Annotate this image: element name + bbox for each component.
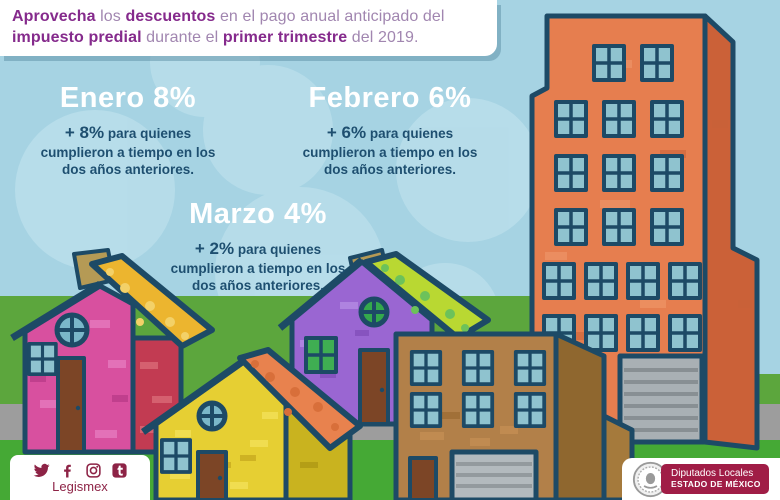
pink-house [10, 248, 215, 455]
discount-month-title: Febrero 6% [308, 82, 472, 114]
banner-text-segment: Aprovecha [12, 8, 96, 25]
social-handle-label: Legismex [52, 479, 108, 494]
discount-detail: + 8% para quienes cumplieron a tiempo en… [28, 122, 228, 178]
instagram-icon[interactable] [85, 462, 102, 479]
banner-text: Aprovecha los descuentos en el pago anua… [0, 0, 497, 56]
banner-text-segment: durante el [146, 29, 219, 47]
banner-text-segment: en el pago anual anticipado del [219, 8, 445, 25]
banner-text-segment: los [100, 8, 121, 25]
discount-body: para quienes cumplieron a tiempo en los … [170, 242, 346, 294]
header-banner: Aprovecha los descuentos en el pago anua… [0, 0, 497, 57]
apartment-tower [529, 13, 760, 451]
yellow-house-door [196, 450, 228, 500]
yellow-house-round-window [196, 400, 228, 432]
banner-text-segment: descuentos [125, 8, 216, 25]
office-door [408, 456, 438, 500]
discount-block-febrero: Febrero 6% + 6% para quienes cumplieron … [290, 82, 490, 178]
banner-text-segment: del 2019. [351, 29, 419, 47]
office-garage-door [449, 449, 539, 500]
banner-text-segment: impuesto predial [12, 29, 142, 47]
social-icons-row [33, 462, 128, 479]
discount-detail: + 2% para quienes cumplieron a tiempo en… [158, 238, 358, 294]
banner-text-segment: primer trimestre [222, 29, 348, 47]
org-logo-box[interactable]: Diputados Locales ESTADO DE MÉXICO [622, 458, 780, 500]
org-name-line2: ESTADO DE MÉXICO [671, 478, 761, 489]
purple-house-round-window [358, 296, 390, 328]
discount-body: para quienes cumplieron a tiempo en los … [40, 126, 216, 178]
org-name-line1: Diputados Locales [671, 468, 754, 480]
discount-block-marzo: Marzo 4% + 2% para quienes cumplieron a … [158, 198, 358, 294]
pink-house-round-window [54, 312, 90, 348]
discount-bonus: + 6% [326, 123, 367, 142]
discount-body: para quienes cumplieron a tiempo en los … [302, 126, 478, 178]
pink-house-door [56, 356, 86, 454]
org-name-banner: Diputados Locales ESTADO DE MÉXICO [661, 464, 769, 494]
twitter-icon[interactable] [33, 462, 50, 479]
tumblr-icon[interactable] [111, 462, 128, 479]
discount-month-title: Enero 8% [59, 82, 197, 114]
purple-house-door [358, 348, 390, 426]
facebook-icon[interactable] [59, 462, 76, 479]
yellow-house [140, 347, 363, 500]
office-building [393, 331, 635, 500]
discount-block-enero: Enero 8% + 8% para quienes cumplieron a … [28, 82, 228, 178]
discount-detail: + 6% para quienes cumplieron a tiempo en… [290, 122, 490, 178]
discount-bonus: + 8% [64, 123, 105, 142]
discount-month-title: Marzo 4% [189, 198, 327, 230]
discount-bonus: + 2% [194, 239, 235, 258]
tower-garage-door [617, 353, 705, 445]
social-box: Legismex [10, 455, 150, 500]
